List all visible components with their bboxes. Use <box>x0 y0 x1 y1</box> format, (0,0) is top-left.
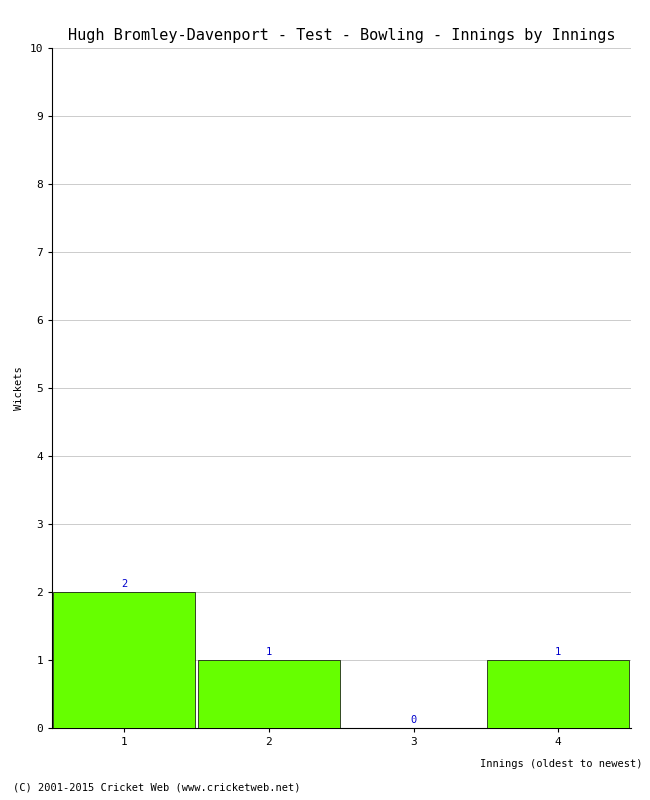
Title: Hugh Bromley-Davenport - Test - Bowling - Innings by Innings: Hugh Bromley-Davenport - Test - Bowling … <box>68 28 615 42</box>
Bar <box>488 660 629 728</box>
Text: 1: 1 <box>555 647 562 658</box>
Text: 0: 0 <box>410 715 417 726</box>
Text: 1: 1 <box>266 647 272 658</box>
Text: (C) 2001-2015 Cricket Web (www.cricketweb.net): (C) 2001-2015 Cricket Web (www.cricketwe… <box>13 782 300 792</box>
Y-axis label: Wickets: Wickets <box>14 366 24 410</box>
Text: 2: 2 <box>121 579 127 590</box>
Bar <box>53 592 195 728</box>
Bar <box>198 660 340 728</box>
X-axis label: Innings (oldest to newest): Innings (oldest to newest) <box>480 758 642 769</box>
